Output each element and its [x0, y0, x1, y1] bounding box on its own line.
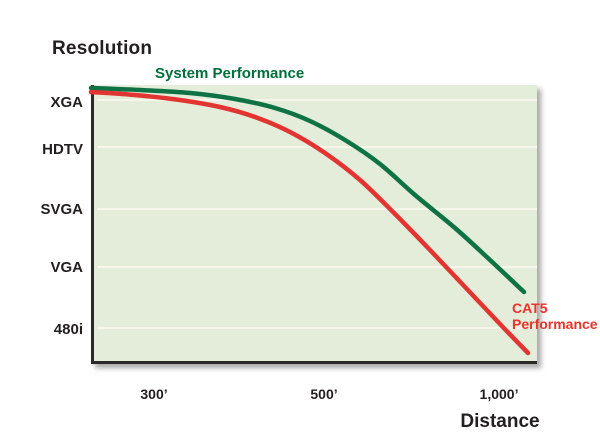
y-axis-label-hdtv: HDTV [42, 141, 83, 158]
legend-system-performance-label: System Performance [155, 65, 305, 82]
chart-title: Resolution [52, 38, 153, 59]
y-axis-label-xga: XGA [50, 94, 83, 111]
plot-area [91, 85, 537, 364]
legend-cat5-line2: Performance [512, 316, 598, 332]
gridline-480i [97, 327, 537, 329]
legend-cat5-performance-label: CAT5 Performance [512, 300, 598, 332]
y-axis-label-svga: SVGA [40, 201, 83, 218]
gridline-svga [97, 208, 537, 210]
gridline-vga [97, 266, 537, 268]
y-axis-label-vga: VGA [50, 259, 83, 276]
y-axis-label-480i: 480i [53, 321, 83, 338]
legend-cat5-line1: CAT5 [512, 300, 548, 316]
x-axis-tick-300: 300’ [140, 386, 168, 402]
x-axis-tick-500: 500’ [310, 386, 338, 402]
x-axis-tick-1000: 1,000’ [479, 386, 519, 402]
gridline-xga [97, 99, 537, 101]
gridline-hdtv [97, 146, 537, 148]
x-axis-title: Distance [460, 411, 540, 432]
